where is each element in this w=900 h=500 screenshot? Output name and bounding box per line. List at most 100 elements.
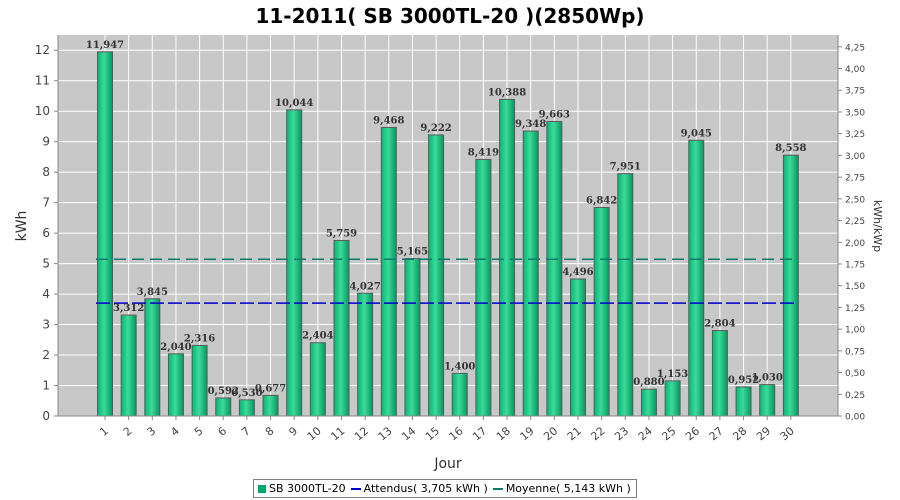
x-tick-label: 13 [376, 424, 395, 443]
data-label: 11,947 [86, 40, 124, 51]
y2-tick-label: 2,25 [845, 217, 865, 227]
x-tick-label: 16 [447, 424, 466, 443]
data-label: 9,348 [515, 119, 546, 130]
bar [215, 397, 232, 417]
data-label: 2,040 [160, 342, 191, 353]
bar [593, 206, 610, 417]
legend-label-moyenne: Moyenne( 5,143 kWh ) [505, 482, 631, 495]
chart-title: 11-2011( SB 3000TL-20 )(2850Wp) [255, 4, 645, 28]
y2-tick-label: 0,50 [845, 369, 865, 379]
y2-tick-label: 1,25 [845, 304, 865, 314]
data-label: 4,496 [562, 267, 593, 278]
bar [499, 98, 516, 417]
y-tick-label: 4 [42, 287, 50, 301]
x-tick-label: 25 [659, 424, 678, 443]
x-tick-label: 20 [541, 424, 560, 443]
bar [357, 292, 374, 417]
x-tick-label: 27 [707, 424, 726, 443]
legend-swatch-moyenne [492, 487, 503, 490]
legend-item-attendus: Attendus( 3,705 kWh ) [350, 482, 488, 495]
bar [735, 386, 752, 417]
data-label: 5,759 [326, 228, 357, 239]
x-tick-label: 12 [352, 424, 371, 443]
legend-item-moyenne: Moyenne( 5,143 kWh ) [492, 482, 631, 495]
y2-tick-label: 1,50 [845, 282, 865, 292]
y2-tick-label: 2,50 [845, 195, 865, 205]
x-tick-label: 26 [683, 424, 702, 443]
reference-lines [96, 258, 797, 304]
y2-tick-label: 1,00 [845, 326, 865, 336]
x-tick-label: 1 [97, 424, 111, 438]
data-label: 2,404 [302, 331, 333, 342]
bar [144, 298, 161, 417]
legend-swatch-attendus [350, 487, 361, 490]
data-label: 10,044 [275, 98, 313, 109]
data-label: 0,592 [208, 386, 239, 397]
data-label: 8,558 [775, 143, 806, 154]
data-label: 0,880 [633, 377, 664, 388]
data-label: 3,312 [113, 303, 144, 314]
x-tick-label: 7 [239, 424, 253, 438]
y2-tick-label: 1,75 [845, 260, 865, 270]
x-tick-label: 10 [305, 424, 324, 443]
bar [191, 344, 208, 417]
legend-label-bars: SB 3000TL-20 [269, 482, 346, 495]
bar [238, 399, 255, 417]
legend-swatch-bars [258, 484, 266, 493]
bar [570, 278, 586, 417]
x-axis-label: Jour [433, 456, 462, 472]
bar [617, 173, 634, 417]
y-tick-label: 1 [42, 379, 50, 393]
x-tick-label: 21 [565, 424, 584, 443]
bar [309, 342, 326, 417]
y2-tick-label: 0,75 [845, 347, 865, 357]
y-tick-label: 11 [35, 74, 50, 88]
bar [286, 109, 303, 417]
legend: SB 3000TL-20 Attendus( 3,705 kWh ) Moyen… [253, 479, 637, 498]
x-tick-label: 24 [636, 424, 655, 443]
bar [333, 239, 350, 417]
bar [167, 353, 184, 417]
x-tick-label: 9 [286, 424, 300, 438]
y-tick-label: 7 [42, 196, 50, 210]
bar [262, 394, 279, 417]
y-tick-label: 8 [42, 165, 50, 179]
x-tick-label: 8 [263, 424, 277, 438]
x-tick-label: 29 [754, 424, 773, 443]
y2-tick-label: 0,25 [845, 391, 865, 401]
x-tick-label: 15 [423, 424, 442, 443]
data-label: 2,804 [704, 319, 735, 330]
y2-tick-label: 2,75 [845, 174, 865, 184]
bars [97, 51, 799, 417]
x-tick-label: 14 [399, 424, 418, 443]
y-tick-label: 12 [35, 43, 50, 57]
data-label: 0,530 [231, 388, 262, 399]
data-label: 1,400 [444, 361, 475, 372]
data-label: 9,663 [539, 109, 570, 120]
data-label: 8,419 [468, 147, 499, 158]
bar [688, 139, 705, 417]
bar [546, 120, 563, 417]
data-label: 1,030 [752, 373, 783, 384]
x-tick-label: 6 [215, 424, 229, 438]
x-tick-label: 22 [588, 424, 607, 443]
y-axis-label: kWh [14, 211, 30, 242]
y-tick-label: 3 [42, 318, 50, 332]
x-tick-label: 18 [494, 424, 513, 443]
x-tick-label: 11 [328, 424, 347, 443]
y2-tick-label: 4,25 [845, 43, 865, 53]
data-label: 9,222 [420, 123, 451, 134]
legend-item-bars: SB 3000TL-20 [258, 482, 346, 495]
y2-tick-label: 3,75 [845, 87, 865, 97]
y2-axis-label: kWh/kWp [871, 200, 884, 252]
y2-tick-label: 3,00 [845, 152, 865, 162]
y2-tick-label: 2,00 [845, 239, 865, 249]
x-tick-label: 23 [612, 424, 631, 443]
bar [522, 130, 539, 417]
bar [120, 314, 137, 417]
data-label: 0,952 [728, 375, 759, 386]
y-tick-label: 5 [42, 257, 50, 271]
data-label: 10,388 [488, 87, 526, 98]
x-tick-label: 17 [470, 424, 489, 443]
